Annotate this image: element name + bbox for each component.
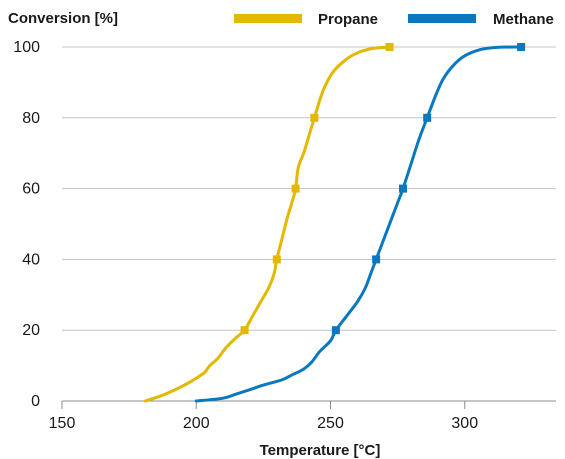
x-tick-label-200: 200 bbox=[183, 415, 210, 432]
data-point-methane-80 bbox=[423, 113, 432, 122]
data-point-methane-20 bbox=[331, 326, 340, 335]
x-tick-labels: 150 200 250 300 bbox=[49, 415, 479, 432]
y-tick-label-20: 20 bbox=[22, 322, 40, 339]
grid-lines bbox=[61, 46, 556, 409]
x-tick-label-250: 250 bbox=[317, 415, 344, 432]
data-point-methane-60 bbox=[398, 184, 407, 193]
x-tick-label-150: 150 bbox=[49, 415, 76, 432]
y-tick-labels: 0 20 40 60 80 100 bbox=[13, 39, 40, 410]
data-point-propane-20 bbox=[240, 326, 249, 335]
data-point-methane-40 bbox=[372, 255, 381, 264]
y-tick-label-60: 60 bbox=[22, 181, 40, 198]
legend: Propane Methane bbox=[234, 11, 554, 28]
y-axis-title: Conversion [%] bbox=[8, 10, 118, 27]
legend-label-methane: Methane bbox=[493, 11, 554, 28]
series-line-propane bbox=[143, 45, 392, 403]
data-point-propane-60 bbox=[291, 184, 300, 193]
series-lines bbox=[143, 45, 523, 403]
legend-swatch-propane bbox=[234, 14, 302, 23]
data-point-propane-40 bbox=[272, 255, 281, 264]
series-markers bbox=[240, 43, 526, 335]
y-tick-label-0: 0 bbox=[31, 393, 40, 410]
data-point-propane-80 bbox=[310, 113, 319, 122]
data-point-propane-100 bbox=[385, 43, 394, 51]
y-tick-label-80: 80 bbox=[22, 110, 40, 127]
data-point-methane-100 bbox=[517, 43, 526, 51]
x-tick-label-300: 300 bbox=[451, 415, 478, 432]
series-line-methane bbox=[194, 45, 523, 403]
legend-label-propane: Propane bbox=[318, 11, 378, 28]
x-axis-title: Temperature [°C] bbox=[260, 442, 381, 459]
y-tick-label-40: 40 bbox=[22, 251, 40, 268]
y-tick-label-100: 100 bbox=[13, 39, 40, 56]
legend-swatch-methane bbox=[408, 14, 476, 23]
